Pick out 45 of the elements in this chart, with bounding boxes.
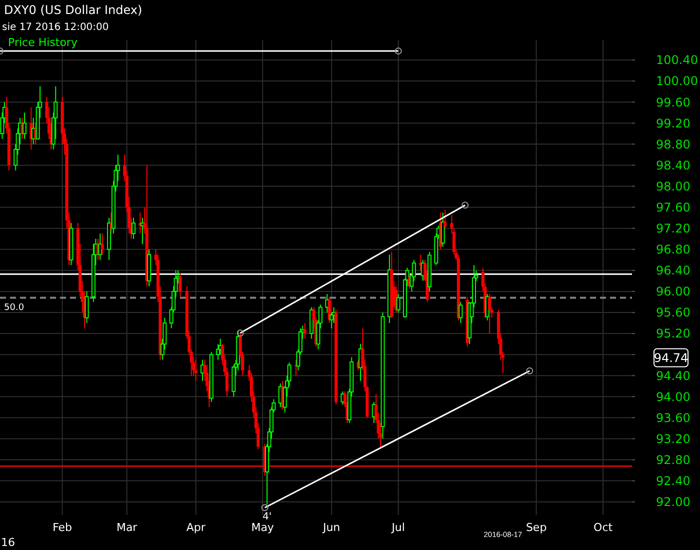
candlestick: [444, 209, 447, 229]
y-tick-label: 98.80: [656, 137, 690, 152]
candlestick: [178, 272, 182, 298]
y-tick-label: 92.80: [656, 452, 690, 467]
x-tick-label: Feb: [52, 521, 72, 534]
candlestick: [458, 301, 463, 324]
candlestick: [488, 294, 492, 334]
y-tick-label: 96.80: [656, 242, 690, 257]
y-tick-label: 93.60: [656, 410, 690, 425]
candlestick: [396, 294, 400, 313]
chart-title: DXY0 (US Dollar Index): [4, 3, 142, 17]
y-tick-label: 96.40: [656, 264, 690, 278]
x-tick-label: Apr: [186, 521, 206, 534]
y-tick-label: 93.20: [656, 432, 690, 446]
x-tick-label: Jul: [390, 521, 405, 534]
candlestick: [100, 233, 104, 256]
candlestick: [194, 359, 198, 382]
y-tick-label: 100.00: [656, 74, 698, 88]
text: 94.74: [654, 350, 688, 365]
y-tick-label: 99.60: [656, 95, 690, 110]
y-tick-label: 100.40: [656, 53, 698, 68]
y-tick-label: 96.00: [656, 284, 690, 299]
y-tick-label: 95.20: [656, 326, 690, 341]
x-tick-label: Sep: [526, 521, 547, 534]
chart-subtitle: sie 17 2016 12:00:00: [2, 22, 109, 33]
y-tick-label: 95.60: [656, 306, 690, 320]
y-tick-label: 99.20: [656, 116, 690, 130]
text: Price History: [8, 36, 78, 49]
y-tick-label: 97.60: [656, 200, 690, 214]
candlestick: [84, 290, 89, 324]
x-tick-label: May: [251, 521, 274, 534]
annotation: 50.0: [4, 302, 24, 313]
x-tick-label: Oct: [594, 521, 614, 534]
y-tick-label: 98.40: [656, 158, 690, 172]
y-tick-label: 98.00: [656, 179, 690, 194]
y-tick-label: 94.00: [656, 390, 690, 404]
x-tick-label: Mar: [116, 521, 138, 534]
y-tick-label: 92.40: [656, 474, 690, 488]
y-tick-label: 94.40: [656, 368, 690, 383]
candlestick: [440, 212, 445, 248]
y-tick-label: 92.00: [656, 495, 690, 510]
x-tick-label: Jun: [322, 521, 340, 534]
y-tick-label: 97.20: [656, 222, 690, 236]
text: 16: [1, 536, 15, 549]
annotation: 4': [262, 512, 272, 523]
